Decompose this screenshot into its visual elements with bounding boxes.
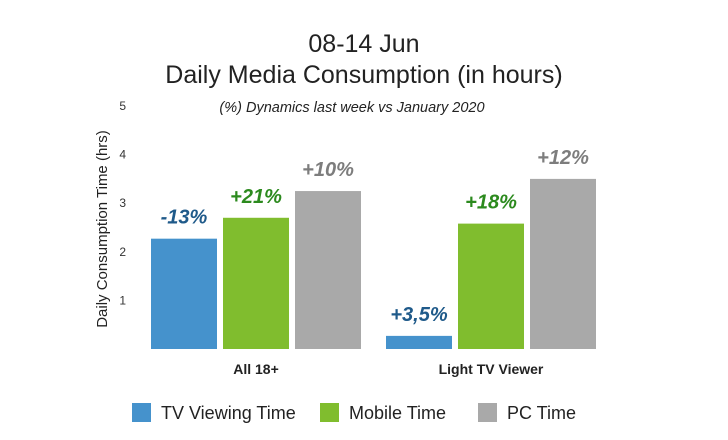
category-label: All 18+ xyxy=(233,361,279,377)
legend: TV Viewing Time Mobile Time PC Time xyxy=(132,403,576,423)
bar xyxy=(386,335,452,349)
chart-title: 08-14 Jun xyxy=(308,30,419,58)
bar xyxy=(530,178,596,349)
legend-item: PC Time xyxy=(478,403,576,423)
data-label: +10% xyxy=(302,159,354,181)
legend-item: TV Viewing Time xyxy=(132,403,296,423)
bar xyxy=(223,217,289,349)
y-tick-label: 1 xyxy=(119,293,126,307)
y-tick-label: 4 xyxy=(119,148,126,162)
chart-subtitle: Daily Media Consumption (in hours) xyxy=(165,61,562,89)
y-axis-ticks: 1 2 3 4 5 xyxy=(119,99,126,307)
bar xyxy=(458,223,524,349)
y-axis-label: Daily Consumption Time (hrs) xyxy=(94,130,111,328)
y-tick-label: 3 xyxy=(119,196,126,210)
y-tick-label: 5 xyxy=(119,99,126,113)
legend-label: PC Time xyxy=(507,403,576,423)
legend-label: Mobile Time xyxy=(349,403,446,423)
legend-swatch xyxy=(478,403,497,422)
bar xyxy=(295,191,361,349)
bars-group xyxy=(151,178,596,349)
data-label: -13% xyxy=(161,207,208,229)
data-labels-group: -13% +21% +10% +3,5% +18% +12% xyxy=(161,147,589,326)
y-tick-label: 2 xyxy=(119,245,126,259)
legend-swatch xyxy=(132,403,151,422)
data-label: +21% xyxy=(230,186,282,208)
chart-annotation: (%) Dynamics last week vs January 2020 xyxy=(219,100,484,116)
data-label: +18% xyxy=(465,192,517,214)
data-label: +12% xyxy=(537,147,589,169)
legend-item: Mobile Time xyxy=(320,403,446,423)
category-labels: All 18+ Light TV Viewer xyxy=(233,361,544,377)
bar xyxy=(151,238,217,349)
data-label: +3,5% xyxy=(390,304,447,326)
legend-swatch xyxy=(320,403,339,422)
category-label: Light TV Viewer xyxy=(439,361,544,377)
legend-label: TV Viewing Time xyxy=(161,403,296,423)
